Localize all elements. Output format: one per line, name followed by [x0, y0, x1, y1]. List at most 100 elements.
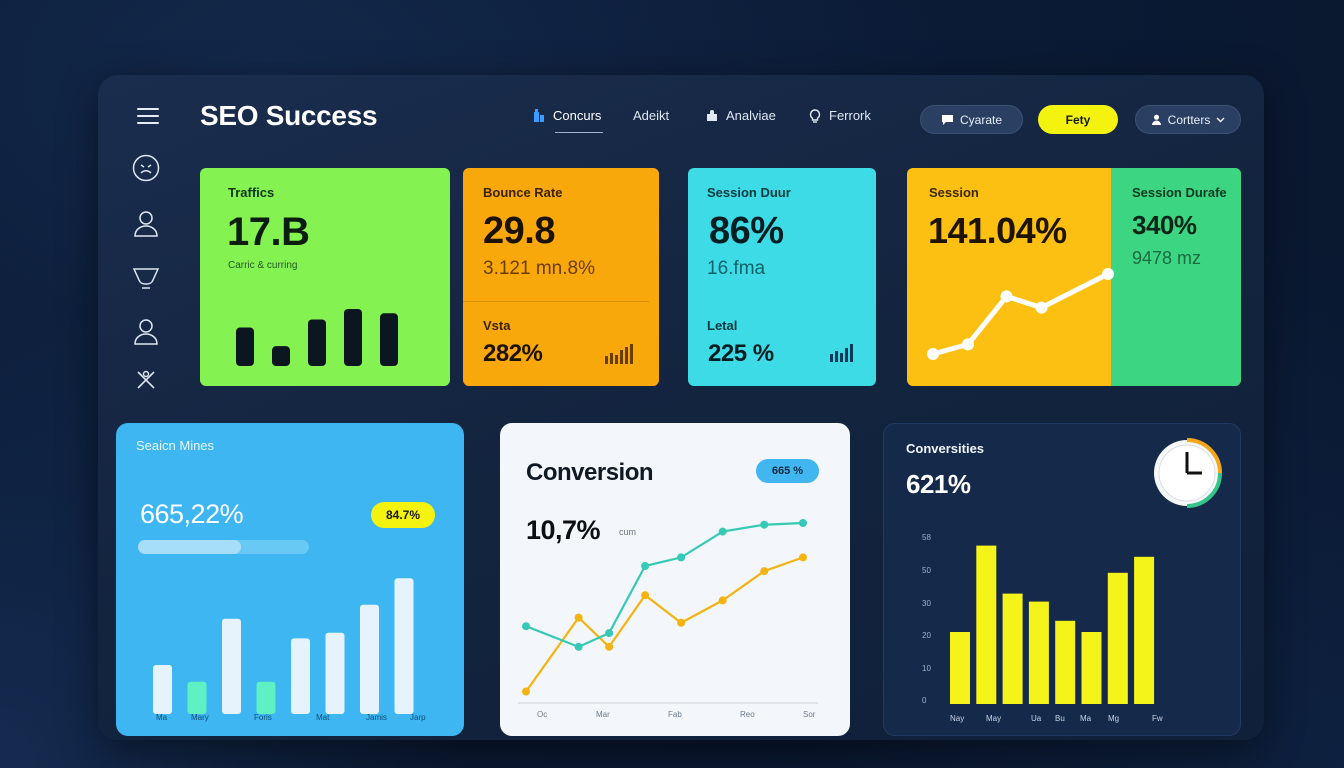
session-point [1102, 268, 1114, 280]
conversions-bar [1107, 572, 1128, 704]
conversion-point [718, 596, 727, 605]
conversion-point [605, 642, 614, 651]
conversion-line-chart: Oc Mar Fab Reo Sor [518, 519, 818, 719]
card-value: 665,22% [140, 499, 244, 529]
badge: 84.7% [371, 502, 435, 528]
x-tick-label: Foris [254, 713, 272, 722]
session-line [930, 271, 1111, 357]
conversion-point [760, 520, 769, 529]
menu-icon[interactable] [137, 108, 159, 124]
conversions-bar [1002, 593, 1023, 704]
x-tick-label: Mary [191, 713, 209, 722]
session-point [927, 348, 939, 360]
conversions-card[interactable]: Conversities 621% 0 10 20 30 50 58 Nay May Ua Bu M… [883, 423, 1241, 736]
mines-bar [187, 681, 207, 714]
mines-bar [256, 681, 276, 714]
conversion-point [522, 687, 530, 696]
card-value-2: 340% [1132, 210, 1197, 240]
card-value: 621% [906, 469, 971, 499]
x-tick-label: Fw [1152, 714, 1163, 723]
badge: 665 % [756, 459, 819, 483]
create-button-label: Cyarate [959, 112, 1003, 127]
x-tick-label: Ma [1080, 714, 1092, 723]
x-tick-label: May [986, 714, 1001, 723]
card-label: Bounce Rate [483, 185, 563, 200]
conversions-bar [1134, 556, 1155, 704]
conversions-bar [950, 632, 970, 704]
create-button[interactable]: Cyarate [920, 105, 1023, 134]
progress-track [138, 540, 309, 554]
building-icon [534, 108, 544, 122]
card-label: Seaicn Mines [136, 438, 215, 453]
divider [463, 301, 649, 302]
active-tab-indicator [555, 132, 603, 133]
session-mines-card[interactable]: Seaicn Mines 665,22% 84.7% Ma Mary Foris Ma… [116, 423, 464, 736]
nav-item-analviae[interactable]: Analviae [705, 108, 776, 123]
sidebar-item-user[interactable] [128, 205, 164, 241]
face-icon [132, 154, 160, 182]
y-tick-label: 50 [922, 566, 931, 575]
sidebar-item-profile[interactable] [128, 313, 164, 349]
x-tick-label: Reo [740, 710, 755, 719]
mines-bar [325, 632, 345, 714]
card-label-2: Letal [707, 318, 738, 333]
traffic-card[interactable]: Traffics 17.B Carric & curring [200, 168, 450, 386]
conversions-bar [1028, 601, 1049, 704]
primary-button[interactable]: Fety [1038, 105, 1118, 134]
x-tick-label: Ma [156, 713, 168, 722]
conversion-point [641, 591, 650, 600]
app-title: SEO Success [200, 100, 378, 131]
primary-button-label: Fety [1065, 112, 1091, 127]
clock-icon [1154, 438, 1222, 508]
account-dropdown[interactable]: Cortters [1135, 105, 1241, 134]
traffic-bar [272, 346, 290, 366]
chat-icon [941, 114, 953, 125]
card-subvalue-2: 9478 mz [1132, 248, 1202, 268]
x-tick-label: Oc [537, 710, 547, 719]
conversion-point [760, 567, 769, 576]
nav-item-ferrork[interactable]: Ferrork [808, 108, 871, 123]
nav-item-adeikt[interactable]: Adeikt [633, 108, 669, 123]
x-tick-label: Fab [668, 710, 682, 719]
card-value: 29.8 [483, 210, 555, 252]
conversion-card[interactable]: Conversion 665 % 10,7% cum Oc Mar Fab Reo So… [500, 423, 850, 736]
card-label: Traffics [228, 185, 275, 200]
session-duration-panel [1111, 168, 1241, 386]
conversion-point [574, 642, 583, 651]
card-label: Session Duur [707, 185, 791, 200]
traffic-bar [236, 327, 254, 366]
nav-item-concurs[interactable]: Concurs [532, 108, 601, 123]
x-tick-label: Sor [803, 710, 816, 719]
mines-bar [394, 578, 414, 714]
user-icon [134, 211, 158, 237]
traffic-bar [380, 313, 398, 366]
conversions-bar-chart: 0 10 20 30 50 58 Nay May Ua Bu Ma Mg Fw [922, 533, 1163, 723]
bounce-rate-card[interactable]: Bounce Rate 29.8 3.121 mn.8% Vsta 282% [463, 168, 659, 386]
mines-bar [360, 604, 379, 714]
session-line-chart [927, 268, 1114, 360]
y-tick-label: 58 [922, 533, 931, 542]
x-tick-label: Bu [1055, 714, 1065, 723]
card-subvalue: 3.121 mn.8% [483, 258, 595, 279]
card-value: 17.B [227, 210, 310, 254]
tools-icon [137, 370, 155, 389]
session-card[interactable]: Session 141.04% Session Durafe 340% 9478… [907, 168, 1241, 386]
x-tick-label: Mg [1108, 714, 1119, 723]
conversion-point [718, 527, 727, 536]
traffic-bar [308, 319, 326, 366]
x-tick-label: Jamis [366, 713, 387, 722]
session-duur-card[interactable]: Session Duur 86% 16.fma Letal 225 % [688, 168, 876, 386]
sidebar-item-tools[interactable] [128, 362, 164, 398]
card-value-2: 225 % [708, 340, 774, 367]
card-label: Session [929, 185, 979, 200]
bulb-icon [809, 108, 821, 123]
card-value: 141.04% [928, 210, 1067, 251]
sidebar-item-cup[interactable] [128, 260, 164, 296]
conversion-point [605, 629, 614, 638]
puzzle-icon [707, 109, 717, 121]
y-tick-label: 0 [922, 696, 927, 705]
mini-bars-icon [605, 344, 633, 364]
sidebar-item-face[interactable] [128, 150, 164, 186]
user-icon [134, 319, 158, 345]
card-label: Conversities [906, 441, 985, 456]
